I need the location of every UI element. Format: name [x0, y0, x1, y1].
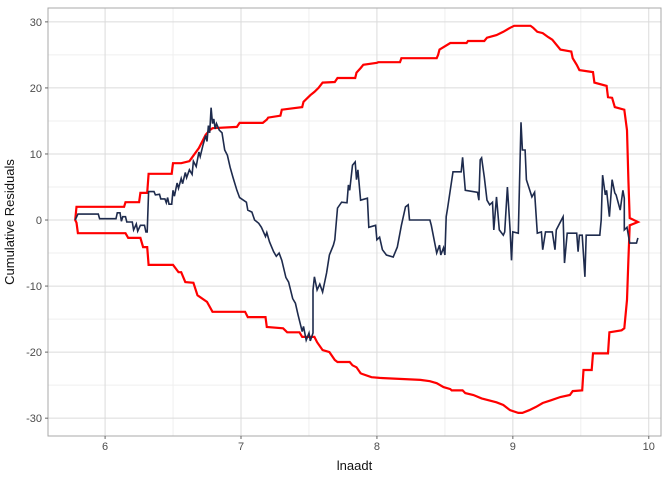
y-tick-label: 0: [36, 215, 42, 227]
confidence-envelope-line: [74, 24, 641, 414]
x-tick-label: 6: [102, 441, 108, 453]
y-tick-label: 10: [30, 149, 42, 161]
y-tick-label: -30: [26, 413, 42, 425]
y-tick-label: -20: [26, 347, 42, 359]
x-axis-title: lnaadt: [336, 458, 373, 473]
y-axis-title: Cumulative Residuals: [2, 159, 17, 285]
cumulative-residuals-line: [74, 107, 639, 344]
y-tick-label: 20: [30, 83, 42, 95]
panel-border: [47, 7, 662, 437]
x-tick-label: 9: [510, 441, 516, 453]
x-tick-label: 8: [374, 441, 380, 453]
y-tick-label: -10: [26, 281, 42, 293]
x-tick-label: 10: [643, 441, 655, 453]
y-tick-label: 30: [30, 17, 42, 29]
x-tick-label: 7: [238, 441, 244, 453]
